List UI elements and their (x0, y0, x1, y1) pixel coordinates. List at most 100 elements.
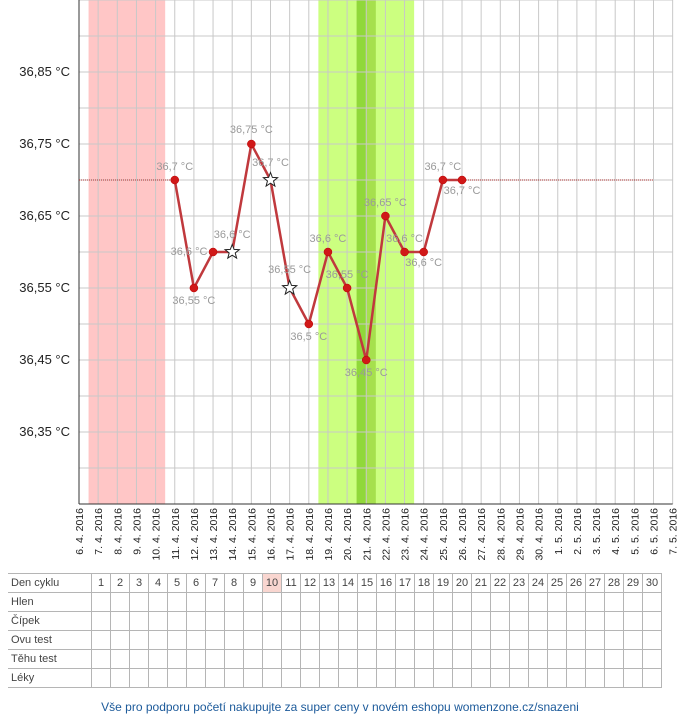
x-tick-label: 27. 4. 2016 (476, 508, 488, 561)
cycle-table: Den cyklu 1 2 3 4 5 6 7 8 9 10 11 12 13 14 15 16 17 18 19 20… (8, 573, 662, 688)
table-cell (186, 668, 206, 688)
x-tick-label: 13. 4. 2016 (208, 508, 220, 561)
table-row: Den cyklu 1 2 3 4 5 6 7 8 9 10 11 12 13 14 15 16 17 18 19 20… (8, 573, 662, 593)
data-label: 36,5 °C (290, 331, 327, 343)
table-cell (167, 668, 187, 688)
data-label: 36,7 °C (444, 185, 481, 197)
table-cell (262, 592, 282, 612)
table-cell (528, 649, 548, 669)
table-cell (509, 611, 529, 631)
x-tick-label: 9. 4. 2016 (131, 508, 143, 555)
data-label: 36,7 °C (424, 161, 461, 173)
table-cell (452, 649, 472, 669)
table-cell (357, 592, 377, 612)
table-cell (490, 592, 510, 612)
table-cell (547, 611, 567, 631)
x-tick-label: 20. 4. 2016 (342, 508, 354, 561)
table-cell (528, 592, 548, 612)
table-cell (224, 630, 244, 650)
table-cell (243, 630, 263, 650)
table-cell (471, 611, 491, 631)
x-tick-label: 14. 4. 2016 (227, 508, 239, 561)
table-cell (224, 611, 244, 631)
table-row: Čípek (8, 611, 662, 631)
table-cell (604, 630, 624, 650)
table-cell (91, 592, 111, 612)
table-cell (262, 611, 282, 631)
table-cell (547, 668, 567, 688)
cycle-day-cell: 18 (414, 573, 434, 593)
table-cell (433, 630, 453, 650)
table-cell (129, 630, 149, 650)
cycle-day-cell: 11 (281, 573, 301, 593)
table-cell (509, 668, 529, 688)
table-cell (129, 668, 149, 688)
table-row: Těhu test (8, 649, 662, 669)
footer-link[interactable]: Vše pro podporu početí nakupujte za supe… (101, 700, 579, 714)
table-cell (91, 649, 111, 669)
table-cell (338, 611, 358, 631)
table-cell (243, 668, 263, 688)
x-axis-labels: 6. 4. 2016 7. 4. 2016 8. 4. 2016 9. 4. 2016… (74, 508, 680, 561)
table-cell (490, 611, 510, 631)
table-cell (395, 668, 415, 688)
table-cell (319, 668, 339, 688)
table-cell (642, 611, 662, 631)
cycle-day-cell: 10 (262, 573, 282, 593)
dot-marker (189, 283, 199, 293)
table-cell (129, 649, 149, 669)
table-cell (357, 630, 377, 650)
table-cell (452, 592, 472, 612)
table-cell (604, 611, 624, 631)
chart-grid (78, 0, 674, 505)
table-cell (414, 668, 434, 688)
table-cell (91, 630, 111, 650)
x-tick-label: 15. 4. 2016 (246, 508, 258, 561)
table-cell (300, 592, 320, 612)
table-cell (623, 630, 643, 650)
table-cell (110, 668, 130, 688)
table-cell (490, 668, 510, 688)
cycle-day-cell: 29 (623, 573, 643, 593)
x-tick-label: 1. 5. 2016 (553, 508, 565, 555)
table-cell (490, 649, 510, 669)
table-cell (129, 611, 149, 631)
x-tick-label: 7. 5. 2016 (668, 508, 680, 555)
x-tick-label: 12. 4. 2016 (189, 508, 201, 561)
table-cell (547, 630, 567, 650)
table-cell (338, 630, 358, 650)
x-tick-label: 30. 4. 2016 (534, 508, 546, 561)
star-marker (262, 171, 279, 188)
x-tick-label: 10. 4. 2016 (151, 508, 163, 561)
table-cell (167, 630, 187, 650)
data-label: 36,55 °C (326, 269, 369, 281)
table-cell (414, 592, 434, 612)
table-cell (642, 630, 662, 650)
table-cell (623, 592, 643, 612)
table-cell (452, 630, 472, 650)
table-cell (509, 592, 529, 612)
x-tick-label: 3. 5. 2016 (591, 508, 603, 555)
dot-marker (362, 355, 371, 365)
dot-marker (400, 247, 409, 257)
cycle-day-cell: 5 (167, 573, 187, 593)
dot-marker (419, 247, 428, 257)
table-cell (604, 649, 624, 669)
table-cell (490, 630, 510, 650)
table-cell (395, 611, 415, 631)
table-cell (395, 649, 415, 669)
table-cell (433, 592, 453, 612)
row-label: Čípek (8, 611, 92, 631)
table-cell (338, 649, 358, 669)
x-tick-label: 22. 4. 2016 (380, 508, 392, 561)
table-cell (528, 611, 548, 631)
x-tick-label: 6. 5. 2016 (649, 508, 661, 555)
cycle-day-cell: 14 (338, 573, 358, 593)
temperature-series (173, 142, 462, 362)
table-cell (319, 649, 339, 669)
table-cell (509, 630, 529, 650)
table-cell (224, 668, 244, 688)
y-tick-label: 36,45 °C (19, 352, 70, 367)
cycle-day-cell: 20 (452, 573, 472, 593)
table-cell (110, 592, 130, 612)
